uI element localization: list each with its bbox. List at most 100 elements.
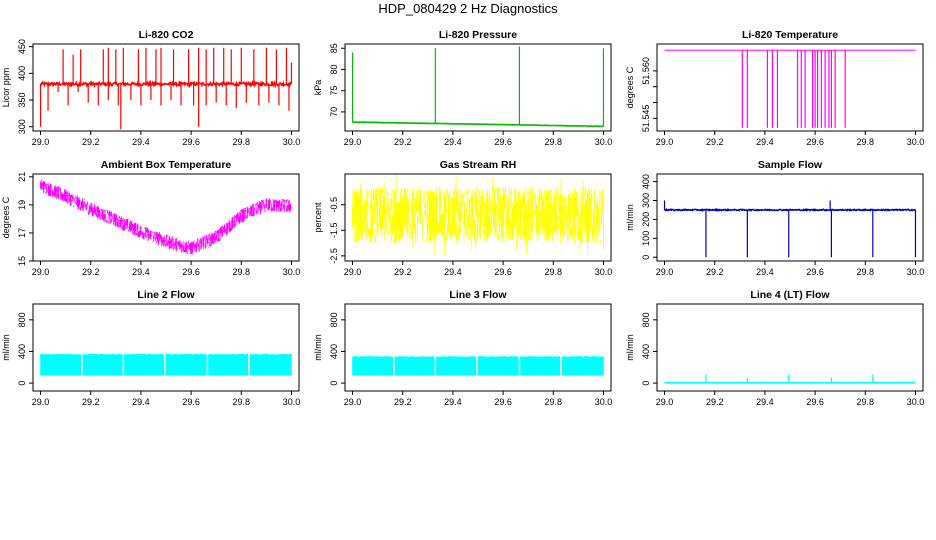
panel-title: Li-820 Pressure [439, 29, 517, 41]
y-tick-label: 51.545 [641, 105, 651, 133]
x-tick-label: 29.6 [494, 137, 512, 147]
y-axis-label: ml/min [1, 334, 11, 361]
x-tick-label: 29.2 [706, 267, 724, 277]
y-tick-label: 21 [17, 172, 27, 182]
panel-rh: Gas Stream RH percent 29.0 29.2 29.4 29.6 29.8… [313, 159, 612, 277]
x-tick-label: 29.6 [806, 267, 824, 277]
x-tick-label: 29.8 [545, 397, 563, 407]
x-tick-label: 29.4 [444, 137, 462, 147]
x-tick-label: 29.0 [32, 397, 50, 407]
x-tick-label: 29.4 [132, 267, 150, 277]
series-ambient-temp [40, 179, 292, 255]
y-axis-label: ml/min [313, 334, 323, 361]
y-axis-label: Licor ppm [1, 68, 11, 108]
y-axis-label: ml/min [625, 204, 635, 231]
series-line [39, 79, 292, 89]
y-axis-label: degrees C [625, 66, 635, 108]
x-tick-label: 29.0 [32, 267, 50, 277]
series-line [664, 207, 916, 212]
y-tick-label: 70 [329, 107, 339, 117]
x-tick-label: 29.8 [233, 137, 251, 147]
plot-frame [344, 173, 612, 262]
x-tick-label: 29.0 [656, 137, 674, 147]
y-tick-label: 51.560 [641, 57, 651, 85]
series-band [40, 353, 292, 376]
y-tick-label: 0 [329, 381, 339, 386]
series-pressure [351, 46, 605, 128]
panel-line4-flow: Line 4 (LT) Flow ml/min 29.0 29.2 29.4 29.6 29… [625, 289, 924, 407]
series-line [352, 186, 604, 243]
y-tick-label: 85 [329, 43, 339, 53]
panel-sample-flow: Sample Flow ml/min 29.0 29.2 29.4 29.6 29.8 30.… [625, 159, 924, 277]
panel-licor-temp: Li-820 Temperature degrees C 29.0 29.2 29.4 2… [625, 29, 924, 147]
x-tick-label: 30.0 [283, 267, 301, 277]
x-tick-label: 29.6 [806, 397, 824, 407]
plot-frame [656, 303, 924, 392]
y-tick-label: 400 [641, 174, 651, 189]
x-tick-label: 29.4 [756, 397, 774, 407]
series-line4-flow [664, 374, 916, 384]
x-tick-label: 30.0 [907, 137, 925, 147]
y-tick-label: 19 [17, 200, 27, 210]
y-tick-label: 400 [17, 344, 27, 359]
y-tick-label: 80 [329, 64, 339, 74]
panel-ambient-temp: Ambient Box Temperature degrees C 29.0 29.2… [1, 159, 300, 277]
y-tick-label: 100 [641, 231, 651, 246]
x-tick-label: 29.2 [394, 397, 412, 407]
panel-title: Line 2 Flow [137, 289, 195, 301]
series-licor-temp [664, 49, 916, 128]
x-tick-label: 29.8 [857, 267, 875, 277]
panel-line3-flow: Line 3 Flow ml/min 29.0 29.2 29.4 29.6 29.8 30.… [313, 289, 612, 407]
y-tick-label: 0 [641, 381, 651, 386]
panel-pressure: Li-820 Pressure kPa 29.0 29.2 29.4 29.6 29.8 30… [313, 29, 612, 147]
series-sample-flow [663, 200, 917, 258]
y-tick-label: 800 [17, 312, 27, 327]
x-tick-label: 29.2 [82, 137, 100, 147]
y-tick-label: 15 [17, 256, 27, 266]
panel-title: Li-820 Temperature [742, 29, 838, 41]
panel-title: Sample Flow [758, 159, 823, 171]
x-tick-label: 29.2 [82, 267, 100, 277]
x-tick-label: 29.4 [444, 397, 462, 407]
y-tick-label: -1.5 [329, 223, 339, 239]
y-tick-label: 0 [17, 381, 27, 386]
x-tick-label: 30.0 [907, 397, 925, 407]
x-tick-label: 30.0 [595, 267, 613, 277]
x-tick-label: 29.6 [182, 267, 200, 277]
y-axis-label: degrees C [1, 196, 11, 238]
x-tick-label: 29.4 [132, 137, 150, 147]
x-tick-label: 29.0 [656, 267, 674, 277]
x-tick-label: 29.8 [545, 267, 563, 277]
y-axis-label: ml/min [625, 334, 635, 361]
y-tick-label: 350 [17, 93, 27, 108]
x-tick-label: 29.4 [444, 267, 462, 277]
panel-title: Gas Stream RH [440, 159, 516, 171]
y-tick-label: 800 [329, 312, 339, 327]
y-axis-label: kPa [313, 80, 323, 96]
x-tick-label: 29.0 [32, 137, 50, 147]
x-tick-label: 29.2 [706, 137, 724, 147]
x-tick-label: 29.6 [182, 397, 200, 407]
y-tick-label: 400 [641, 344, 651, 359]
plot-frame [344, 303, 612, 392]
y-tick-label: 0 [641, 255, 651, 260]
x-tick-label: 29.8 [857, 137, 875, 147]
panel-title: Li-820 CO2 [139, 29, 194, 41]
y-tick-label: 75 [329, 86, 339, 96]
x-tick-label: 29.4 [132, 397, 150, 407]
x-tick-label: 29.2 [706, 397, 724, 407]
panel-title: Line 4 (LT) Flow [750, 289, 830, 301]
y-tick-label: -2.5 [329, 248, 339, 264]
plot-frame [32, 303, 300, 392]
page-title: HDP_080429 2 Hz Diagnostics [378, 1, 558, 16]
x-tick-label: 29.6 [182, 137, 200, 147]
y-tick-label: -0.5 [329, 197, 339, 213]
x-tick-label: 30.0 [283, 137, 301, 147]
series-band [352, 355, 604, 376]
x-tick-label: 29.0 [344, 397, 362, 407]
x-tick-label: 30.0 [907, 267, 925, 277]
series-co2 [39, 47, 293, 130]
panel-co2: Li-820 CO2 Licor ppm 29.0 29.2 29.4 29.6 29.8 3… [1, 29, 300, 147]
panel-title: Line 3 Flow [449, 289, 507, 301]
